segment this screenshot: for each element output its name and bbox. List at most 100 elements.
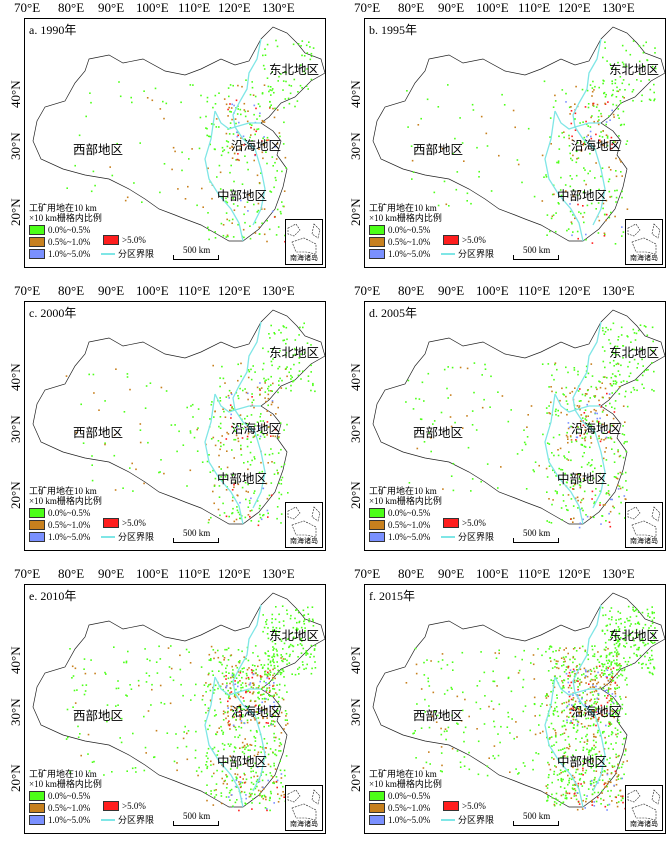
- land-use-cell: [607, 692, 610, 694]
- land-use-cell: [581, 444, 584, 446]
- region-boundary: [544, 110, 584, 242]
- land-use-cell: [225, 489, 228, 491]
- land-use-cell: [576, 768, 579, 771]
- land-use-cell: [111, 174, 114, 177]
- land-use-cell: [585, 735, 587, 738]
- land-use-cell: [604, 641, 607, 644]
- land-use-cell: [229, 692, 231, 694]
- land-use-cell: [245, 778, 248, 781]
- land-use-cell: [280, 654, 282, 656]
- land-use-cell: [220, 802, 223, 805]
- land-use-cell: [604, 695, 606, 697]
- land-use-cell: [143, 769, 146, 772]
- land-use-cell: [258, 182, 261, 184]
- land-use-cell: [613, 765, 616, 768]
- land-use-cell: [578, 694, 581, 696]
- land-use-cell: [567, 371, 569, 374]
- land-use-cell: [598, 716, 600, 719]
- latitude-tick-label: 40°N: [348, 646, 363, 674]
- land-use-cell: [285, 652, 288, 655]
- land-use-cell: [593, 702, 595, 705]
- land-use-cell: [418, 398, 421, 400]
- land-use-cell: [268, 494, 271, 497]
- land-use-cell: [594, 412, 597, 414]
- land-use-cell: [592, 655, 594, 657]
- land-use-cell: [275, 39, 277, 42]
- land-use-cell: [441, 659, 444, 661]
- land-use-cell: [576, 157, 578, 160]
- land-use-cell: [270, 435, 272, 437]
- land-use-cell: [607, 790, 609, 792]
- land-use-cell: [233, 695, 236, 698]
- land-use-cell: [568, 716, 570, 718]
- land-use-cell: [547, 796, 549, 799]
- land-use-cell: [261, 686, 264, 689]
- land-use-cell: [603, 783, 606, 786]
- land-use-cell: [595, 685, 597, 688]
- land-use-cell: [579, 474, 582, 476]
- land-use-cell: [273, 762, 275, 765]
- land-use-cell: [507, 711, 509, 714]
- land-use-cell: [577, 784, 579, 787]
- boundary-swatch: [101, 819, 115, 821]
- land-use-cell: [553, 744, 555, 746]
- land-use-cell: [257, 520, 260, 523]
- land-use-cell: [530, 662, 532, 664]
- land-use-cell: [231, 103, 233, 106]
- land-use-cell: [592, 104, 594, 107]
- land-use-cell: [139, 429, 142, 431]
- legend-label: 1.0%~5.0%: [48, 249, 91, 259]
- land-use-cell: [556, 368, 558, 371]
- land-use-cell: [466, 192, 469, 195]
- land-use-cell: [171, 168, 173, 171]
- land-use-cell: [430, 450, 432, 453]
- land-use-cell: [228, 720, 230, 722]
- land-use-cell: [243, 213, 245, 216]
- land-use-cell: [548, 648, 551, 650]
- land-use-cell: [595, 208, 597, 210]
- land-use-cell: [620, 622, 622, 625]
- land-use-cell: [555, 792, 558, 795]
- land-use-cell: [247, 460, 249, 463]
- land-use-cell: [601, 663, 603, 665]
- land-use-cell: [258, 710, 261, 712]
- land-use-cell: [568, 671, 571, 674]
- land-use-cell: [478, 176, 480, 178]
- land-use-cell: [282, 670, 285, 673]
- land-use-cell: [299, 643, 302, 645]
- land-use-cell: [281, 697, 284, 700]
- land-use-cell: [582, 767, 584, 770]
- land-use-cell: [459, 761, 462, 764]
- land-use-cell: [611, 80, 613, 82]
- land-use-cell: [273, 782, 275, 785]
- land-use-cell: [546, 799, 549, 802]
- land-use-cell: [129, 467, 131, 469]
- land-use-cell: [301, 644, 303, 647]
- land-use-cell: [219, 400, 222, 402]
- land-use-cell: [267, 512, 269, 515]
- land-use-cell: [210, 793, 212, 795]
- land-use-cell: [266, 219, 268, 222]
- land-use-cell: [612, 380, 615, 382]
- land-use-cell: [187, 185, 189, 188]
- land-use-cell: [652, 632, 654, 634]
- land-use-cell: [225, 671, 227, 673]
- legend-item: >5.0%: [103, 518, 146, 528]
- land-use-cell: [294, 339, 297, 341]
- land-use-cell: [272, 720, 275, 722]
- land-use-cell: [273, 706, 275, 709]
- land-use-cell: [514, 126, 516, 129]
- legend-label: 0.0%~0.5%: [388, 225, 431, 235]
- land-use-cell: [617, 336, 620, 338]
- land-use-cell: [208, 238, 210, 241]
- map-frame: d. 2005年 西部地区 东北地区 沿海地区 中部地区 工矿用地在10 km ×10 km…: [364, 301, 666, 551]
- land-use-cell: [616, 703, 619, 706]
- land-use-cell: [605, 447, 607, 449]
- land-use-cell: [593, 670, 596, 673]
- land-use-cell: [617, 449, 619, 451]
- land-use-cell: [257, 209, 260, 212]
- land-use-cell: [278, 380, 280, 382]
- longitude-tick-label: 80°E: [398, 0, 425, 15]
- land-use-cell: [609, 510, 612, 513]
- land-use-cell: [582, 774, 584, 776]
